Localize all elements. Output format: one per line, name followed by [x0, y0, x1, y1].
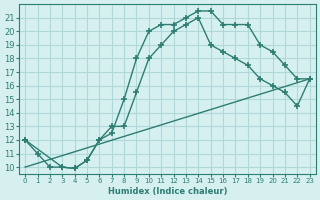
X-axis label: Humidex (Indice chaleur): Humidex (Indice chaleur) — [108, 187, 227, 196]
